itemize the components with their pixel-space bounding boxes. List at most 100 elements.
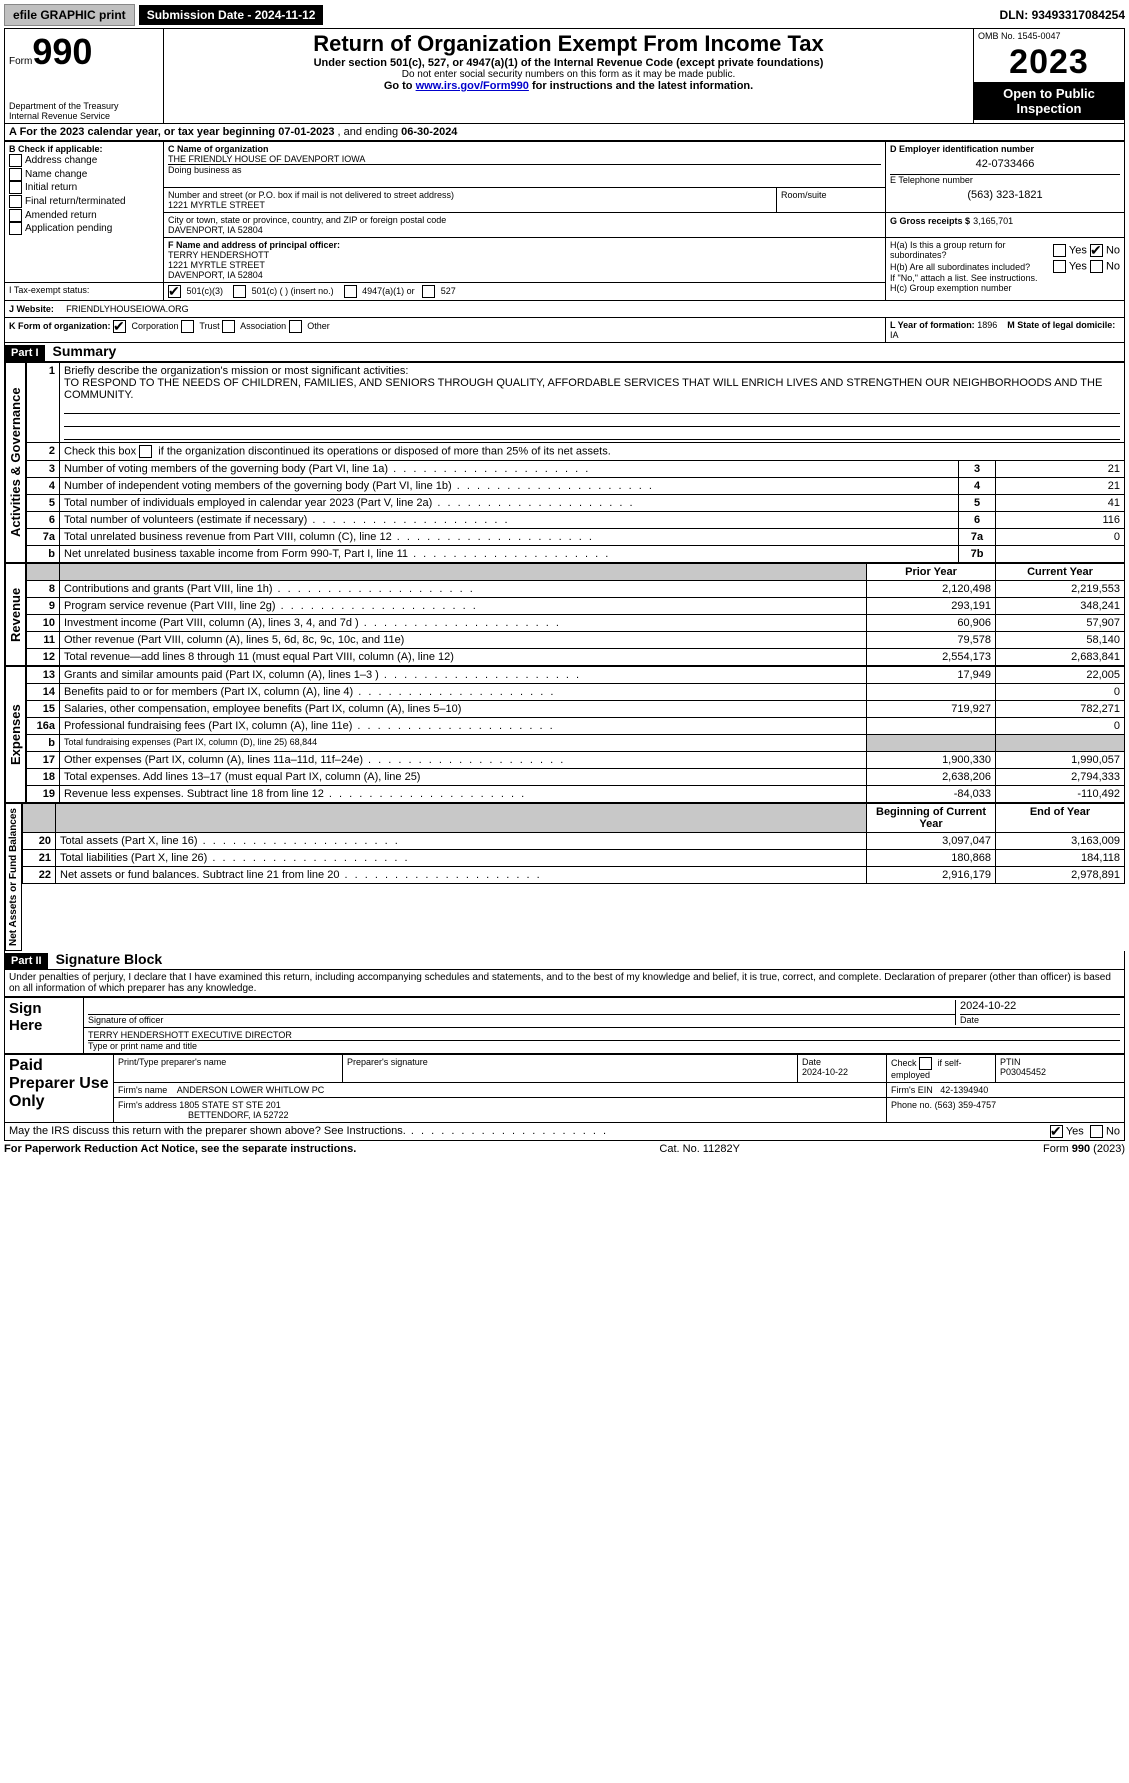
form-subtitle-3: Go to www.irs.gov/Form990 for instructio… xyxy=(168,80,969,92)
line17-prior: 1,900,330 xyxy=(867,752,996,769)
chk-address-change[interactable]: Address change xyxy=(9,154,159,168)
net-assets-section: Net Assets or Fund Balances Beginning of… xyxy=(4,803,1125,951)
line3-val: 21 xyxy=(996,461,1125,478)
line16a-curr: 0 xyxy=(996,718,1125,735)
discuss-no[interactable] xyxy=(1090,1125,1103,1138)
preparer-print-label: Print/Type preparer's name xyxy=(118,1057,338,1067)
line-a-tax-year: A For the 2023 calendar year, or tax yea… xyxy=(4,124,1125,141)
hdr-end: End of Year xyxy=(996,804,1125,833)
org-name: THE FRIENDLY HOUSE OF DAVENPORT IOWA xyxy=(168,154,881,164)
chk-self-employed[interactable] xyxy=(919,1057,932,1070)
gross-receipts: 3,165,701 xyxy=(973,216,1013,226)
line15-prior: 719,927 xyxy=(867,701,996,718)
line3-label: Number of voting members of the governin… xyxy=(64,463,388,475)
chk-501c[interactable] xyxy=(233,285,246,298)
line13-curr: 22,005 xyxy=(996,667,1125,684)
section-k: K Form of organization: Corporation Trus… xyxy=(5,318,886,343)
revenue-section: Revenue Prior YearCurrent Year 8Contribu… xyxy=(4,563,1125,666)
section-l-m: L Year of formation: 1896 M State of leg… xyxy=(886,318,1125,343)
irs-link[interactable]: www.irs.gov/Form990 xyxy=(416,80,529,92)
mission-text: TO RESPOND TO THE NEEDS OF CHILDREN, FAM… xyxy=(64,377,1102,401)
officer-name: TERRY HENDERSHOTT xyxy=(168,250,881,260)
section-c-city: City or town, state or province, country… xyxy=(164,213,886,238)
line14-curr: 0 xyxy=(996,684,1125,701)
h-a-yes[interactable] xyxy=(1053,244,1066,257)
hdr-prior-year: Prior Year xyxy=(867,564,996,581)
line18-curr: 2,794,333 xyxy=(996,769,1125,786)
hdr-beginning: Beginning of Current Year xyxy=(867,804,996,833)
chk-association[interactable] xyxy=(222,320,235,333)
line18-label: Total expenses. Add lines 13–17 (must eq… xyxy=(64,771,420,783)
form-title: Return of Organization Exempt From Incom… xyxy=(168,31,969,57)
h-b-no[interactable] xyxy=(1090,260,1103,273)
irs-label: Internal Revenue Service xyxy=(9,111,159,121)
section-g: G Gross receipts $ 3,165,701 xyxy=(886,213,1125,238)
discuss-yes[interactable] xyxy=(1050,1125,1063,1138)
line17-label: Other expenses (Part IX, column (A), lin… xyxy=(64,754,363,766)
line12-curr: 2,683,841 xyxy=(996,649,1125,666)
footer-right: Form 990 (2023) xyxy=(1043,1143,1125,1155)
part1-body: Activities & Governance 1 Briefly descri… xyxy=(4,362,1125,563)
header-details: B Check if applicable: Address change Na… xyxy=(4,141,1125,343)
year-formation: 1896 xyxy=(977,320,997,330)
line5-val: 41 xyxy=(996,495,1125,512)
firm-name: ANDERSON LOWER WHITLOW PC xyxy=(177,1085,325,1095)
section-c-room: Room/suite xyxy=(777,188,886,213)
chk-final-return[interactable]: Final return/terminated xyxy=(9,195,159,209)
chk-amended-return[interactable]: Amended return xyxy=(9,209,159,223)
ptin: P03045452 xyxy=(1000,1067,1120,1077)
chk-discontinued[interactable] xyxy=(139,445,152,458)
section-b: B Check if applicable: Address change Na… xyxy=(5,142,164,283)
chk-other[interactable] xyxy=(289,320,302,333)
chk-initial-return[interactable]: Initial return xyxy=(9,181,159,195)
line8-label: Contributions and grants (Part VIII, lin… xyxy=(64,583,273,595)
line11-label: Other revenue (Part VIII, column (A), li… xyxy=(64,634,404,646)
chk-501c3[interactable] xyxy=(168,285,181,298)
line21-curr: 184,118 xyxy=(996,850,1125,867)
paid-preparer-block: Paid Preparer Use Only Print/Type prepar… xyxy=(4,1054,1125,1123)
section-d-e: D Employer identification number 42-0733… xyxy=(886,142,1125,213)
ein: 42-0733466 xyxy=(890,154,1120,174)
line22-curr: 2,978,891 xyxy=(996,867,1125,884)
expenses-section: Expenses 13Grants and similar amounts pa… xyxy=(4,666,1125,803)
firm-ein: 42-1394940 xyxy=(940,1085,988,1095)
sidelabel-revenue: Revenue xyxy=(5,563,26,666)
line16a-prior xyxy=(867,718,996,735)
h-b-yes[interactable] xyxy=(1053,260,1066,273)
discuss-line: May the IRS discuss this return with the… xyxy=(4,1123,1125,1141)
line4-val: 21 xyxy=(996,478,1125,495)
line15-label: Salaries, other compensation, employee b… xyxy=(64,703,461,715)
line19-prior: -84,033 xyxy=(867,786,996,803)
line10-curr: 57,907 xyxy=(996,615,1125,632)
line7a-val: 0 xyxy=(996,529,1125,546)
part1-header: Part ISummary xyxy=(4,343,1125,362)
chk-corporation[interactable] xyxy=(113,320,126,333)
dln: DLN: 93493317084254 xyxy=(1000,8,1125,22)
line14-label: Benefits paid to or for members (Part IX… xyxy=(64,686,353,698)
chk-527[interactable] xyxy=(422,285,435,298)
h-b-label: H(b) Are all subordinates included? xyxy=(890,262,1030,272)
line20-label: Total assets (Part X, line 16) xyxy=(60,835,198,847)
section-i-label: I Tax-exempt status: xyxy=(5,283,164,301)
officer-name-title: TERRY HENDERSHOTT EXECUTIVE DIRECTOR xyxy=(88,1030,1120,1041)
h-a-no[interactable] xyxy=(1090,244,1103,257)
chk-name-change[interactable]: Name change xyxy=(9,168,159,182)
line15-curr: 782,271 xyxy=(996,701,1125,718)
chk-4947[interactable] xyxy=(344,285,357,298)
line22-prior: 2,916,179 xyxy=(867,867,996,884)
officer-name-label: Type or print name and title xyxy=(88,1041,1120,1051)
chk-application-pending[interactable]: Application pending xyxy=(9,222,159,236)
line11-prior: 79,578 xyxy=(867,632,996,649)
section-h: H(a) Is this a group return for subordin… xyxy=(886,238,1125,301)
hdr-current-year: Current Year xyxy=(996,564,1125,581)
efile-print-button[interactable]: efile GRAPHIC print xyxy=(4,4,135,26)
submission-date: Submission Date - 2024-11-12 xyxy=(139,5,324,25)
form-subtitle-2: Do not enter social security numbers on … xyxy=(168,69,969,80)
preparer-date: 2024-10-22 xyxy=(802,1067,882,1077)
sign-here-label: Sign Here xyxy=(5,998,84,1054)
chk-trust[interactable] xyxy=(181,320,194,333)
line4-label: Number of independent voting members of … xyxy=(64,480,452,492)
line16a-label: Professional fundraising fees (Part IX, … xyxy=(64,720,352,732)
footer-cat-no: Cat. No. 11282Y xyxy=(659,1143,740,1155)
line2: Check this box if the organization disco… xyxy=(60,443,1125,461)
